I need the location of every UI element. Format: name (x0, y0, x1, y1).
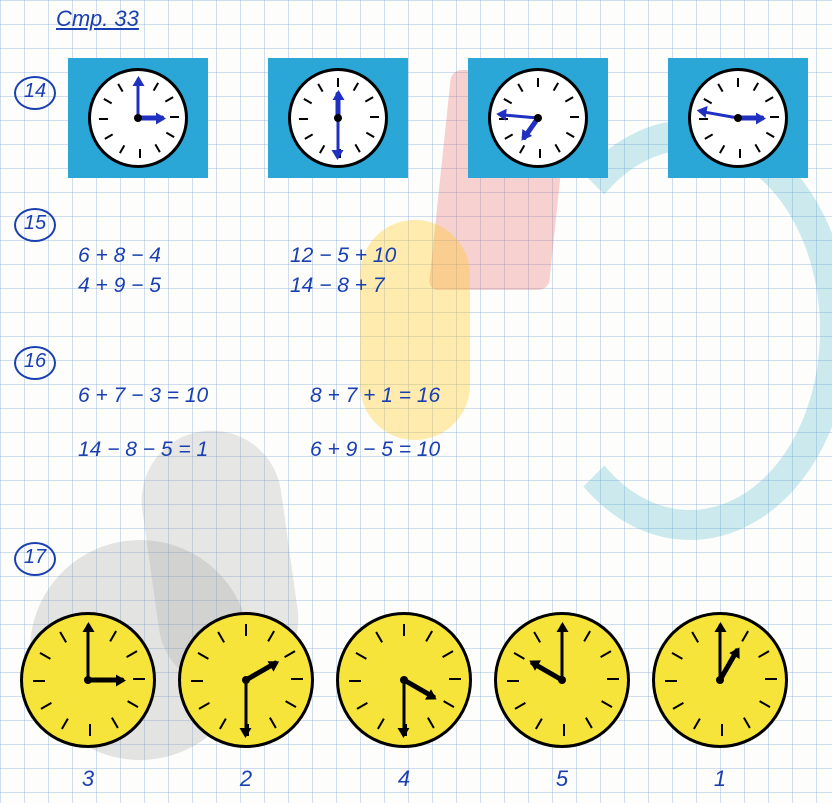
clock-label: 3 (82, 766, 94, 792)
equation-text: 6 + 9 − 5 = 10 (310, 438, 440, 462)
equation-text: 14 − 8 − 5 = 1 (78, 438, 208, 462)
equation-text: 4 + 9 − 5 (78, 274, 161, 298)
page-content: Стр. 33 14 15 16 17 6 + 8 − 44 + 9 − 512… (0, 0, 832, 803)
page-title: Стр. 33 (56, 6, 139, 32)
clock-face (336, 612, 472, 748)
yellow-clock: 4 (336, 612, 472, 792)
clock-face (488, 68, 588, 168)
blue-clock (268, 58, 408, 178)
clock-label: 1 (714, 766, 726, 792)
clock-face (178, 612, 314, 748)
yellow-clock: 2 (178, 612, 314, 792)
yellow-clock: 3 (20, 612, 156, 792)
clock-face (20, 612, 156, 748)
task-number-17: 17 (18, 546, 52, 574)
clock-face (88, 68, 188, 168)
task-number-14: 14 (18, 80, 52, 108)
blue-clock (68, 58, 208, 178)
equation-text: 14 − 8 + 7 (290, 274, 385, 298)
clock-face (688, 68, 788, 168)
task-number-16: 16 (18, 350, 52, 378)
clock-label: 5 (556, 766, 568, 792)
blue-clock-row (68, 58, 808, 178)
clock-label: 4 (398, 766, 410, 792)
equation-text: 8 + 7 + 1 = 16 (310, 384, 440, 408)
equation-text: 6 + 7 − 3 = 10 (78, 384, 208, 408)
yellow-clock: 1 (652, 612, 788, 792)
equation-text: 12 − 5 + 10 (290, 244, 396, 268)
clock-face (494, 612, 630, 748)
clock-label: 2 (240, 766, 252, 792)
clock-face (652, 612, 788, 748)
blue-clock (668, 58, 808, 178)
yellow-clock: 5 (494, 612, 630, 792)
yellow-clock-row: 3 2 4 5 1 (20, 612, 788, 792)
equation-text: 6 + 8 − 4 (78, 244, 161, 268)
blue-clock (468, 58, 608, 178)
clock-face (288, 68, 388, 168)
task-number-15: 15 (18, 212, 52, 240)
